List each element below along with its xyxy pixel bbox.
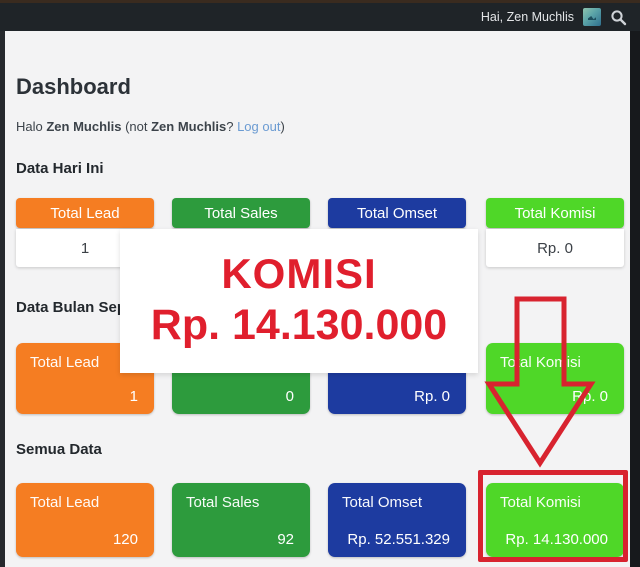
stat-card-value: 92 bbox=[277, 531, 294, 548]
stat-card-month-komisi: Total Komisi Rp. 0 bbox=[486, 343, 624, 414]
highlight-rectangle bbox=[478, 470, 628, 562]
welcome-username: Zen Muchlis bbox=[46, 119, 122, 134]
window-top-edge bbox=[0, 0, 640, 3]
komisi-callout-title: KOMISI bbox=[221, 250, 377, 297]
stat-card-value: Rp. 0 bbox=[572, 388, 608, 405]
stat-card-value: 1 bbox=[129, 388, 138, 405]
stat-card-all-komisi: Total Komisi Rp. 14.130.000 bbox=[486, 483, 624, 557]
window-left-edge bbox=[0, 31, 5, 567]
welcome-mid: (not bbox=[121, 119, 152, 134]
topbar-greeting: Hai, Zen Muchlis bbox=[480, 10, 574, 24]
stat-card-header: Total Omset bbox=[328, 198, 466, 228]
stat-card-label: Total Komisi bbox=[500, 494, 581, 511]
stat-card-label: Total Lead bbox=[30, 494, 100, 511]
welcome-username-2: Zen Muchlis bbox=[151, 119, 227, 134]
stat-card-label: Total Sales bbox=[186, 494, 260, 511]
logout-link[interactable]: Log out bbox=[237, 119, 281, 134]
welcome-line: Halo Zen Muchlis (not Zen Muchlis? Log o… bbox=[16, 119, 285, 134]
stat-card-header: Total Komisi bbox=[486, 198, 624, 228]
stat-card-header: Total Sales bbox=[172, 198, 310, 228]
search-icon[interactable] bbox=[610, 9, 627, 26]
welcome-suffix: ) bbox=[280, 119, 285, 134]
stat-card-today-komisi: Total Komisi Rp. 0 bbox=[486, 198, 624, 267]
welcome-question: ? bbox=[226, 119, 238, 134]
stat-card-value: Rp. 0 bbox=[414, 388, 450, 405]
window-right-edge bbox=[630, 31, 640, 567]
stat-card-all-lead: Total Lead 120 bbox=[16, 483, 154, 557]
stat-card-all-sales: Total Sales 92 bbox=[172, 483, 310, 557]
stat-card-label: Total Omset bbox=[342, 494, 423, 511]
stat-card-label: Total Komisi bbox=[500, 354, 581, 371]
welcome-prefix: Halo bbox=[16, 119, 47, 134]
komisi-callout-overlay: KOMISI Rp. 14.130.000 bbox=[120, 229, 478, 373]
stat-card-value: Rp. 14.130.000 bbox=[505, 531, 608, 548]
stat-card-header: Total Lead bbox=[16, 198, 154, 228]
section-title-semua: Semua Data bbox=[16, 441, 102, 458]
komisi-callout-amount: Rp. 14.130.000 bbox=[150, 301, 448, 349]
stat-card-value: Rp. 52.551.329 bbox=[347, 531, 450, 548]
section-title-hari-ini: Data Hari Ini bbox=[16, 160, 104, 177]
stat-card-value: 0 bbox=[285, 388, 294, 405]
stat-card-value: 120 bbox=[112, 531, 138, 548]
stat-card-value: Rp. 0 bbox=[486, 229, 624, 267]
stat-card-all-omset: Total Omset Rp. 52.551.329 bbox=[328, 483, 466, 557]
section-title-bulan: Data Bulan Sep bbox=[16, 299, 127, 316]
admin-topbar: Hai, Zen Muchlis bbox=[0, 3, 640, 31]
stat-card-label: Total Lead bbox=[30, 354, 100, 371]
page-title: Dashboard bbox=[16, 74, 131, 99]
user-avatar[interactable] bbox=[583, 8, 601, 26]
